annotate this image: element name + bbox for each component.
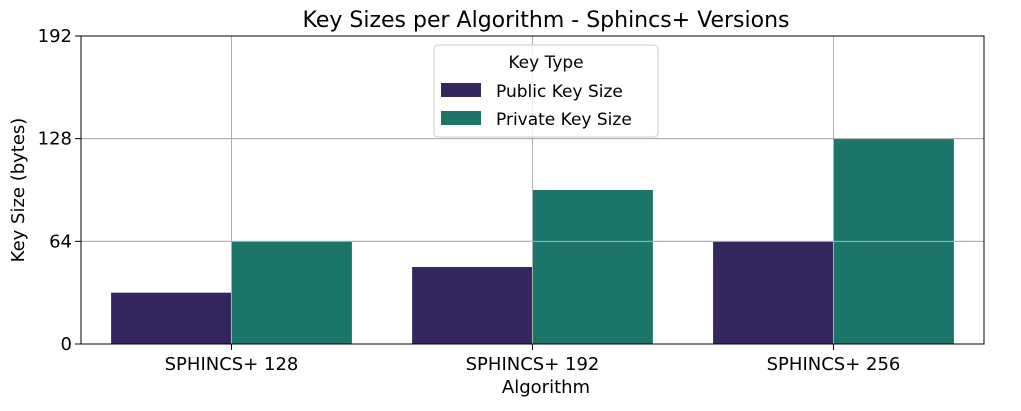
bars xyxy=(111,138,954,344)
bar-public-key-size-sphincs-256 xyxy=(713,241,834,344)
x-axis-label: Algorithm xyxy=(502,377,590,398)
legend-swatch-public-key xyxy=(441,83,481,97)
bar-private-key-size-sphincs-128 xyxy=(231,241,352,344)
y-axis: 0 64 128 192 xyxy=(38,26,81,355)
y-tick-label: 192 xyxy=(38,26,72,47)
legend-title: Key Type xyxy=(508,53,583,73)
x-tick-label: SPHINCS+ 192 xyxy=(466,354,600,375)
bar-public-key-size-sphincs-192 xyxy=(412,267,533,344)
y-tick-label: 0 xyxy=(61,334,72,355)
chart-title: Key Sizes per Algorithm - Sphincs+ Versi… xyxy=(303,8,790,33)
x-axis: SPHINCS+ 128 SPHINCS+ 192 SPHINCS+ 256 xyxy=(165,344,901,375)
legend: Key Type Public Key Size Private Key Siz… xyxy=(433,44,659,138)
bar-private-key-size-sphincs-192 xyxy=(532,190,653,344)
legend-swatch-private-key xyxy=(441,111,481,125)
legend-frame xyxy=(433,44,659,138)
y-tick-label: 128 xyxy=(38,129,72,150)
bar-public-key-size-sphincs-128 xyxy=(111,292,232,344)
x-tick-label: SPHINCS+ 256 xyxy=(767,354,901,375)
x-tick-label: SPHINCS+ 128 xyxy=(165,354,299,375)
legend-label-public-key: Public Key Size xyxy=(496,82,623,102)
y-axis-label: Key Size (bytes) xyxy=(8,118,29,263)
y-tick-label: 64 xyxy=(49,231,72,252)
legend-label-private-key: Private Key Size xyxy=(496,110,632,130)
